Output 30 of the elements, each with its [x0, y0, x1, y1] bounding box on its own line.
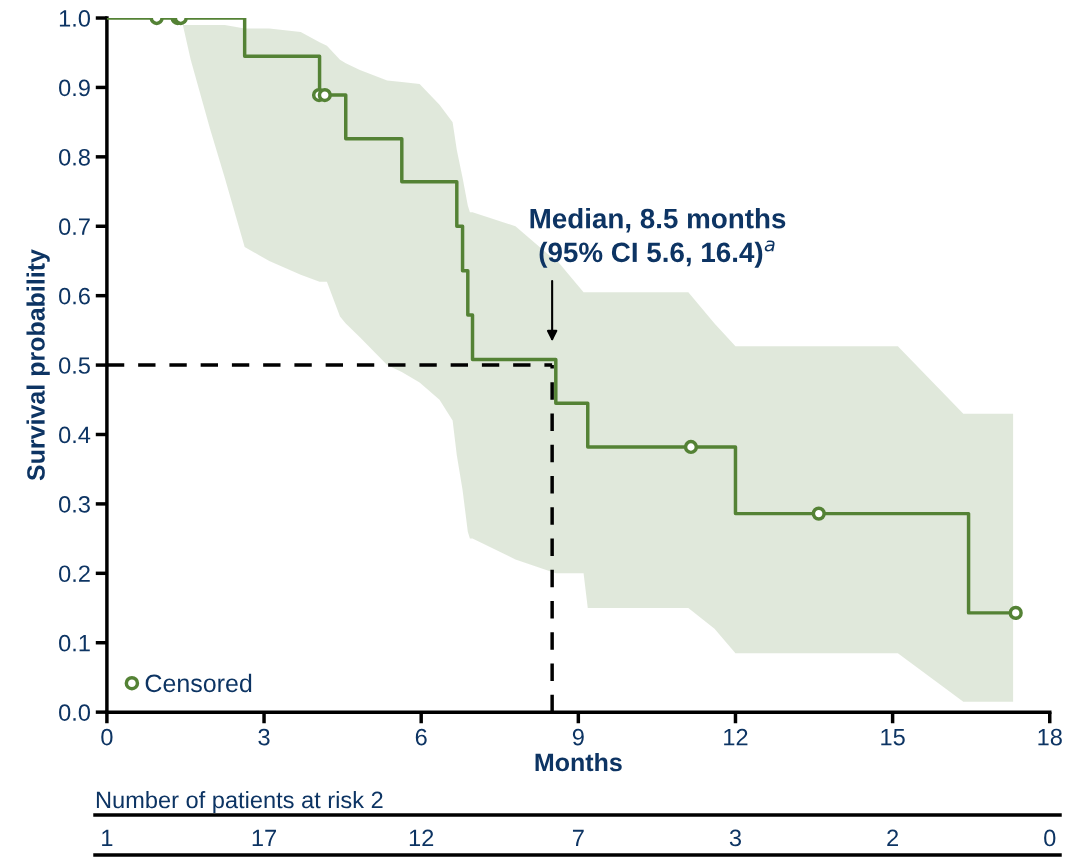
x-tick-label: 6: [415, 728, 427, 746]
y-tick-label: 0.3: [59, 495, 90, 513]
y-tick-label: 0.7: [59, 218, 90, 236]
x-tick-label: 0: [101, 728, 113, 746]
y-tick-label: 1.0: [59, 10, 91, 27]
text: 3: [729, 829, 741, 847]
y-tick-label: 0.2: [59, 565, 90, 583]
text: 12: [409, 829, 434, 847]
text: 1: [102, 829, 113, 847]
y-tick-label: 0.5: [59, 357, 90, 374]
y-tick-label: 0.9: [59, 79, 90, 97]
y-axis-title: Survival probability: [26, 249, 50, 481]
text: 2: [887, 829, 898, 847]
y-tick-label: 0.1: [59, 634, 90, 652]
x-tick-label: 18: [1038, 728, 1062, 746]
legend-label: Censored: [145, 673, 252, 693]
x-tick-label: 9: [572, 728, 584, 746]
text: Number of patients at risk 2: [96, 790, 383, 814]
x-tick-label: 15: [881, 728, 905, 746]
x-axis-title: Months: [535, 752, 622, 772]
y-tick-label: 0.4: [59, 426, 91, 444]
text: 17: [252, 829, 276, 847]
y-tick-label: 0.6: [59, 287, 90, 305]
annotation: Median, 8.5 months (95% CI 5.6, 16.4)$^{a}$: [530, 208, 786, 268]
x-tick-label: 12: [724, 728, 748, 746]
text: 7: [572, 829, 584, 847]
y-tick-label: 0.8: [59, 148, 90, 166]
x-tick-label: 3: [258, 728, 270, 746]
text: 0: [1044, 829, 1056, 847]
y-tick-label: 0.0: [59, 704, 91, 721]
